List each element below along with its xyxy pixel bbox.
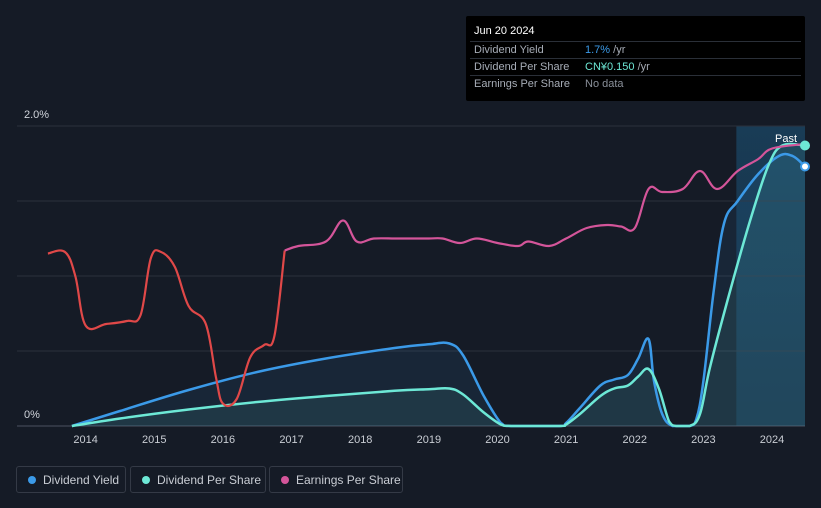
legend-dot xyxy=(281,475,289,484)
tooltip-value: 1.7% /yr xyxy=(585,44,625,56)
legend-label: Dividend Per Share xyxy=(157,472,262,487)
legend-earnings-per-share[interactable]: Earnings Per Share xyxy=(269,466,403,493)
y-axis: 0% 2.0% xyxy=(24,109,49,421)
series-fills xyxy=(71,143,805,426)
dividend-per-share-area xyxy=(71,143,805,426)
legend-label: Dividend Yield xyxy=(43,472,120,487)
x-tick-label: 2016 xyxy=(211,434,235,446)
dividend-per-share-line xyxy=(71,142,806,428)
tooltip-value-number: CN¥0.150 xyxy=(585,61,635,73)
tooltip-label: Dividend Per Share xyxy=(474,61,570,73)
x-tick-label: 2020 xyxy=(485,434,509,446)
y-tick-label-max: 2.0% xyxy=(24,109,49,121)
series-end-markers xyxy=(800,140,810,172)
x-tick-label: 2021 xyxy=(554,434,578,446)
tooltip-row-earnings-per-share: Earnings Per Share No data xyxy=(470,75,801,93)
series-lines xyxy=(47,142,806,428)
dividend-yield-end-marker xyxy=(800,161,810,172)
tooltip-label: Earnings Per Share xyxy=(474,78,570,90)
past-label: Past xyxy=(775,133,797,145)
tooltip-label: Dividend Yield xyxy=(474,44,544,56)
tooltip-value-unit: /yr xyxy=(610,44,626,56)
x-tick-label: 2024 xyxy=(760,434,784,446)
tooltip-value-unit: /yr xyxy=(634,61,650,73)
earnings-per-share-line-segment-2 xyxy=(284,142,806,252)
dividend-yield-line xyxy=(71,152,806,428)
legend-dot xyxy=(28,475,36,484)
x-tick-label: 2015 xyxy=(142,434,166,446)
tooltip-value-number: 1.7% xyxy=(585,44,611,56)
legend-dividend-yield[interactable]: Dividend Yield xyxy=(16,466,126,493)
legend-label: Earnings Per Share xyxy=(296,472,401,487)
x-tick-label: 2018 xyxy=(348,434,372,446)
x-tick-label: 2019 xyxy=(417,434,441,446)
tooltip-date: Jun 20 2024 xyxy=(474,25,535,37)
tooltip: Jun 20 2024 Dividend Yield 1.7% /yr Divi… xyxy=(466,16,805,101)
legend-dot xyxy=(142,475,150,484)
x-tick-label: 2023 xyxy=(691,434,715,446)
dividend-per-share-end-marker xyxy=(800,140,810,151)
tooltip-row-dividend-per-share: Dividend Per Share CN¥0.150 /yr xyxy=(470,58,801,76)
earnings-per-share-line-segment-1 xyxy=(47,249,286,408)
tooltip-value: No data xyxy=(585,78,624,90)
dividend-yield-area xyxy=(71,154,805,426)
tooltip-value-number: No data xyxy=(585,78,624,90)
x-tick-label: 2017 xyxy=(279,434,303,446)
x-tick-label: 2014 xyxy=(73,434,97,446)
x-tick-label: 2022 xyxy=(623,434,647,446)
tooltip-value: CN¥0.150 /yr xyxy=(585,61,650,73)
y-tick-label-0: 0% xyxy=(24,409,40,421)
x-axis: 2014 2015 2016 2017 2018 2019 2020 2021 2022 2023… xyxy=(73,434,784,446)
tooltip-row-dividend-yield: Dividend Yield 1.7% /yr xyxy=(470,41,801,59)
legend-dividend-per-share[interactable]: Dividend Per Share xyxy=(130,466,266,493)
